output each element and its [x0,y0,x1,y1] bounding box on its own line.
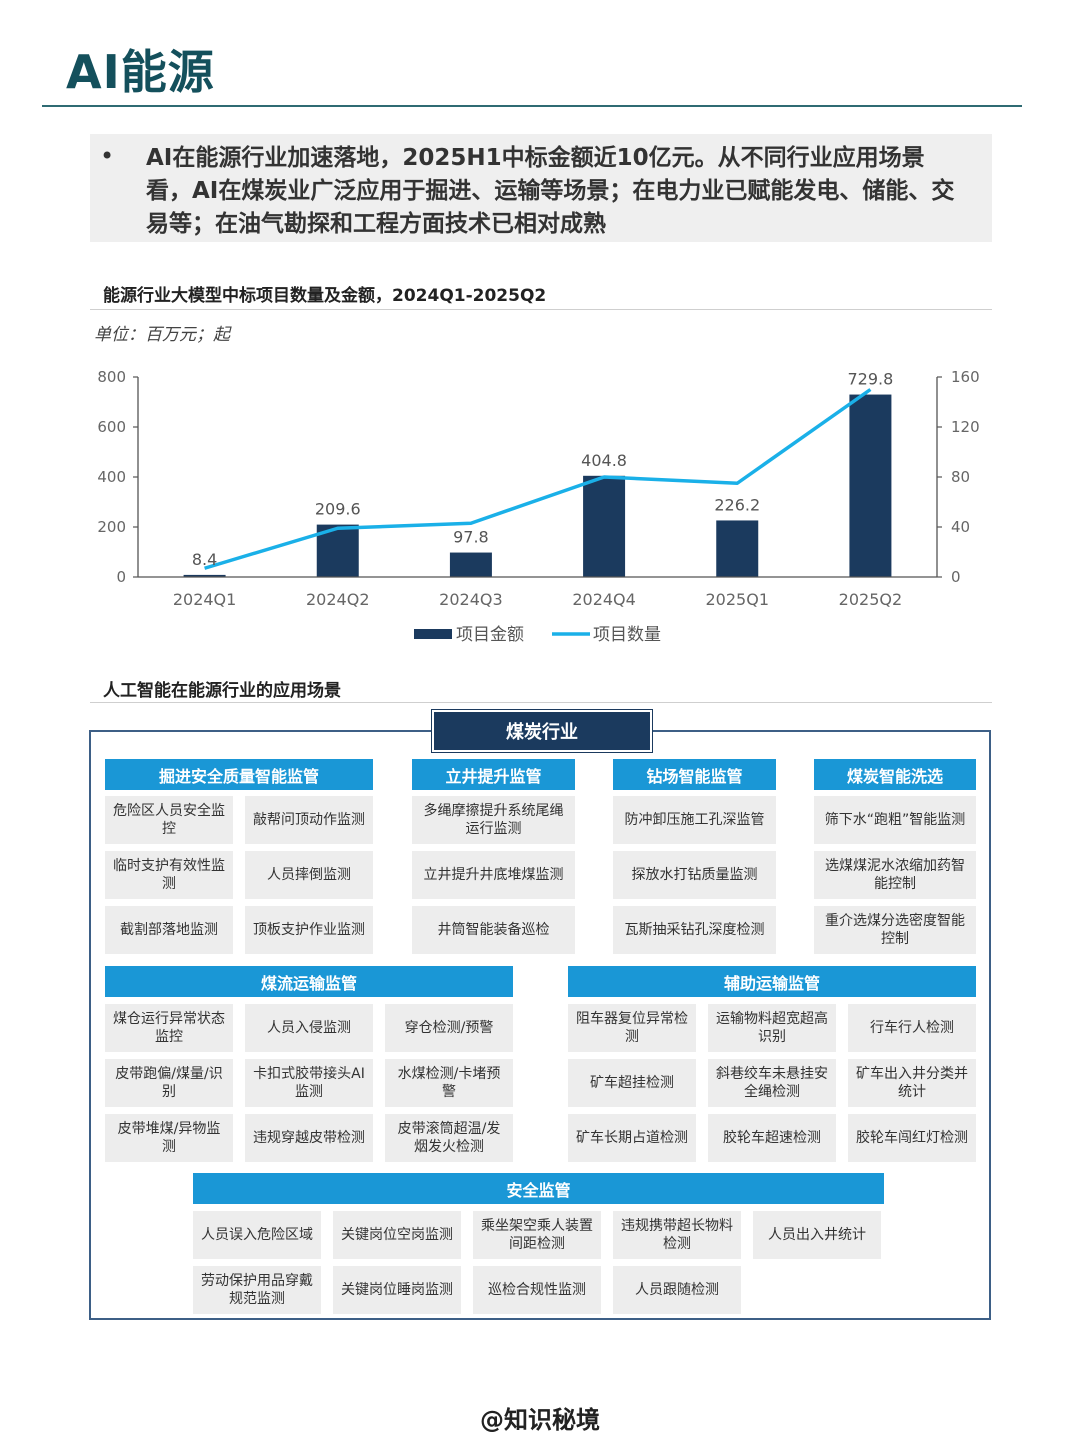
y-tick-label: 200 [97,518,126,536]
scenario-cell: 临时支护有效性监测 [105,851,233,899]
y2-tick-label: 80 [951,468,970,486]
scenario-cell: 皮带跑偏/煤量/识别 [105,1059,233,1107]
scenario-cell: 人员跟随检测 [613,1266,741,1314]
bar-2025Q2 [849,394,892,577]
y2-tick-label: 120 [951,418,980,436]
scenario-cell: 探放水打钻质量监测 [613,851,776,899]
bar-2025Q1 [716,520,759,577]
y-tick-label: 600 [97,418,126,436]
bar-value-label: 97.8 [453,528,489,547]
count-line [204,388,872,570]
scenario-cell: 立井提升井底堆煤监测 [412,851,575,899]
scenario-cell: 人员摔倒监测 [245,851,373,899]
scenario-section-divider [90,702,992,703]
y2-tick-label: 160 [951,368,980,386]
bar-value-label: 209.6 [315,500,361,519]
bar-value-label: 404.8 [581,451,627,470]
y-tick-label: 0 [116,568,126,586]
scenario-cell: 选煤煤泥水浓缩加药智能控制 [814,851,976,899]
x-tick-label: 2024Q2 [306,590,370,609]
bar-2024Q3 [449,552,492,577]
y2-tick-label: 40 [951,518,970,536]
category-header: 立井提升监管 [412,759,575,790]
scenario-cell: 卡扣式胶带接头AI监测 [245,1059,373,1107]
labels-layer: 8.4 209.6 97.8 404.8 226.2 729.8 [192,370,893,569]
chart-section-title: 能源行业大模型中标项目数量及金额，2024Q1-2025Q2 [103,286,547,306]
summary-box [90,134,992,242]
scenario-cell: 防冲卸压施工孔深监管 [613,796,776,844]
combo-chart: 0 200 400 600 800 0 40 80 120 160 2024Q1 2024Q2 2024… [97,368,979,645]
scenario-cell: 筛下水“跑粗”智能监测 [814,796,976,844]
y-tick-label: 400 [97,468,126,486]
category-header: 煤流运输监管 [105,966,513,997]
y2-tick-label: 0 [951,568,961,586]
scenario-cell: 违规穿越皮带检测 [245,1114,373,1162]
scenario-cell: 水煤检测/卡堵预警 [385,1059,513,1107]
scenario-cell: 瓦斯抽采钻孔深度检测 [613,906,776,954]
x-tick-label: 2024Q1 [173,590,237,609]
scenario-cell: 行车行人检测 [848,1004,976,1052]
scenario-cell: 重介选煤分选密度智能控制 [814,906,976,954]
scenario-cell: 人员出入井统计 [753,1211,881,1259]
line-layer [204,388,872,570]
x-tick-label: 2024Q3 [439,590,503,609]
scenario-section-title: 人工智能在能源行业的应用场景 [103,681,341,701]
category-header: 辅助运输监管 [568,966,976,997]
scenario-cell: 运输物料超宽超高识别 [708,1004,836,1052]
page-title: AI能源 [66,45,215,99]
legend-bar-swatch [414,629,452,639]
y-tick-label: 800 [97,368,126,386]
scenario-cell: 乘坐架空乘人装置间距检测 [473,1211,601,1259]
x-tick-label: 2025Q2 [839,590,903,609]
legend-layer: 项目金额 项目数量 [414,625,661,645]
bars-layer [183,394,892,577]
scenario-cell: 矿车超挂检测 [568,1059,696,1107]
category-header: 钻场智能监管 [613,759,776,790]
scenario-cell: 穿仓检测/预警 [385,1004,513,1052]
summary-text: AI在能源行业加速落地，2025H1中标金额近10亿元。从不同行业应用场景看，A… [146,145,955,237]
legend-line-label: 项目数量 [593,625,661,645]
title-divider [42,105,1022,107]
bar-value-label: 8.4 [192,550,217,569]
scenario-cell: 斜巷绞车未悬挂安全绳检测 [708,1059,836,1107]
category-header: 掘进安全质量智能监管 [105,759,373,790]
chart-section-divider [90,309,992,310]
scenario-cell: 矿车长期占道检测 [568,1114,696,1162]
scenario-cell: 井筒智能装备巡检 [412,906,575,954]
scenario-cell: 劳动保护用品穿戴规范监测 [193,1266,321,1314]
bar-value-label: 226.2 [714,495,760,514]
scenario-cell: 皮带堆煤/异物监测 [105,1114,233,1162]
scenario-cell: 关键岗位睡岗监测 [333,1266,461,1314]
scenario-cell: 阻车器复位异常检测 [568,1004,696,1052]
industry-header: 煤炭行业 [432,710,652,752]
scenario-cell: 煤仓运行异常状态监控 [105,1004,233,1052]
scenario-cell: 皮带滚筒超温/发烟发火检测 [385,1114,513,1162]
scenario-cell: 胶轮车超速检测 [708,1114,836,1162]
footer-credit: @知识秘境 [480,1406,600,1434]
scenario-cell: 顶板支护作业监测 [245,906,373,954]
x-tick-label: 2024Q4 [572,590,636,609]
bar-2024Q4 [583,475,626,577]
scenario-cell: 巡检合规性监测 [473,1266,601,1314]
scenario-cell: 胶轮车闯红灯检测 [848,1114,976,1162]
category-header: 安全监管 [193,1173,884,1204]
scenario-cell: 人员误入危险区域 [193,1211,321,1259]
scenario-cell: 违规携带超长物料检测 [613,1211,741,1259]
scenario-cell: 关键岗位空岗监测 [333,1211,461,1259]
scenario-cell: 矿车出入井分类并统计 [848,1059,976,1107]
scenario-cell: 截割部落地监测 [105,906,233,954]
category-header: 煤炭智能洗选 [814,759,976,790]
scenario-cell: 多绳摩擦提升系统尾绳运行监测 [412,796,575,844]
bar-value-label: 729.8 [848,370,894,389]
scenario-cell: 危险区人员安全监控 [105,796,233,844]
x-tick-label: 2025Q1 [706,590,770,609]
legend-bar-label: 项目金额 [456,625,524,645]
scenario-cell: 人员入侵监测 [245,1004,373,1052]
axes-layer: 0 200 400 600 800 0 40 80 120 160 2024Q1 2024Q2 2024… [97,368,979,609]
unit-label: 单位：百万元；起 [94,325,230,345]
bar-2024Q1 [183,574,226,577]
summary-bullet: • [100,142,115,170]
scenario-cell: 敲帮问顶动作监测 [245,796,373,844]
